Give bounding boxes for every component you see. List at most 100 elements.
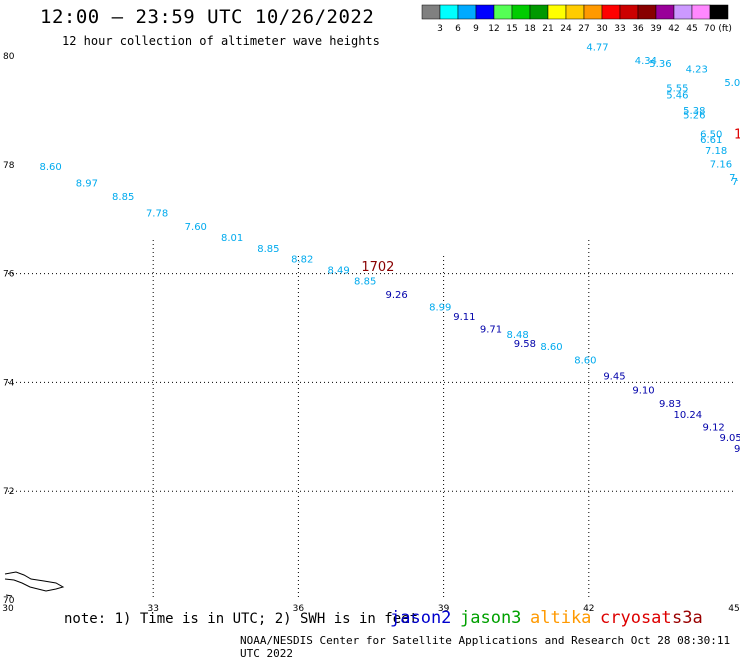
- data-label-jason3: 7.18: [705, 146, 727, 157]
- data-label-jason2: 9.05: [719, 433, 740, 444]
- colorbar-label: 18: [524, 24, 536, 34]
- colorbar-label: 36: [632, 24, 644, 34]
- data-label-jason2: 9.45: [603, 372, 625, 383]
- data-label-jason3: 8.85: [354, 276, 376, 287]
- x-tick-label: 36: [293, 604, 305, 614]
- colorbar-swatch: [619, 4, 639, 20]
- data-label-jason3: 5.55: [666, 83, 688, 94]
- colorbar-label: 21: [542, 24, 553, 34]
- data-label-jason3: 7.78: [146, 208, 168, 219]
- colorbar-swatch: [673, 4, 693, 20]
- colorbar-swatch: [493, 4, 513, 20]
- data-label-jason3: 5.0: [724, 78, 740, 89]
- colorbar-swatch: [637, 4, 657, 20]
- data-label-jason2: 10.24: [674, 410, 703, 421]
- data-label-jason3: 8.85: [112, 192, 134, 203]
- colorbar-label: 12: [488, 24, 499, 34]
- colorbar-label: 70 (ft): [704, 24, 732, 34]
- colorbar-swatch: [421, 4, 441, 20]
- x-tick-label: 33: [147, 604, 158, 614]
- data-label-jason3: 7.: [729, 173, 739, 184]
- colorbar-swatch: [601, 4, 621, 20]
- y-tick-label: 76: [3, 270, 15, 280]
- colorbar-swatch: [583, 4, 603, 20]
- data-label-jason3: 4.23: [686, 64, 708, 75]
- data-label-jason3: 5.38: [683, 106, 705, 117]
- data-label-s3a: 1702: [361, 260, 394, 275]
- colorbar-swatch: [511, 4, 531, 20]
- data-label-jason3: 8.97: [76, 179, 98, 190]
- data-label-jason3: 5.46: [666, 90, 688, 101]
- colorbar-label: 45: [686, 24, 697, 34]
- y-tick-label: 80: [3, 52, 15, 62]
- colorbar-label: 39: [650, 24, 662, 34]
- colorbar-label: 9: [473, 24, 479, 34]
- colorbar-label: 27: [578, 24, 589, 34]
- data-label-jason3: 8.48: [507, 330, 529, 341]
- data-label-jason3: 7.60: [185, 222, 207, 233]
- legend-jason2: jason2: [390, 608, 452, 628]
- data-label-jason3: 8.01: [221, 233, 243, 244]
- data-label-jason3: 8.60: [39, 162, 61, 173]
- data-label-jason3: 6.61: [700, 135, 722, 146]
- data-label-jason2: 9.83: [659, 399, 681, 410]
- data-label-jason2: 9.11: [453, 312, 475, 323]
- data-label-cryosat: 1: [734, 128, 740, 143]
- data-label-jason3: 8.99: [429, 303, 451, 314]
- data-label-jason3: 6.50: [700, 130, 722, 141]
- data-label-jason2: 9.71: [480, 324, 502, 335]
- grid: [8, 240, 734, 600]
- axis-labels: 30 33 36 39 42 45 70 72 74 76 78 80: [2, 52, 739, 614]
- data-label-jason3: 5.26: [683, 111, 705, 122]
- data-label-jason2: 9: [734, 444, 740, 455]
- x-tick-label: 39: [438, 604, 450, 614]
- colorbar-swatch: [529, 4, 549, 20]
- colorbar-label: 15: [506, 24, 517, 34]
- x-tick-label: 42: [583, 604, 594, 614]
- y-tick-label: 72: [3, 487, 14, 497]
- colorbar-swatch: [655, 4, 675, 20]
- data-label-jason3: 8.60: [574, 355, 596, 366]
- data-points: 8.60 8.97 8.85 7.78 7.60 8.01 8.85 8.82 8.49 8.85…: [39, 43, 740, 455]
- data-label-jason3: 7: [732, 177, 738, 188]
- colorbar: 3 6 9 12 15 18 21 24 27 30 33 36 39 42 45 70 (ft): [421, 4, 732, 34]
- colorbar-label: 6: [455, 24, 461, 34]
- colorbar-swatch: [457, 4, 477, 20]
- coastline: [4, 571, 65, 597]
- colorbar-label: 33: [614, 24, 625, 34]
- data-label-jason2: 9.12: [703, 422, 725, 433]
- colorbar-label: 42: [668, 24, 679, 34]
- colorbar-label: 30: [596, 24, 608, 34]
- data-label-jason3: 4.34: [635, 56, 657, 67]
- legend-jason3: jason3: [460, 608, 522, 628]
- colorbar-swatch: [439, 4, 459, 20]
- colorbar-label: 3: [437, 24, 443, 34]
- colorbar-swatch: [547, 4, 567, 20]
- data-label-jason2: 9.10: [632, 385, 654, 396]
- colorbar-swatch: [475, 4, 495, 20]
- colorbar-swatch: [709, 4, 729, 20]
- data-label-jason2: 9.58: [514, 339, 536, 350]
- colorbar-label: 24: [560, 24, 572, 34]
- data-label-jason3: 8.85: [257, 244, 279, 255]
- legend-altika: altika: [530, 608, 592, 628]
- chart-subtitle: 12 hour collection of altimeter wave hei…: [62, 34, 380, 48]
- x-tick-label: 30: [2, 604, 14, 614]
- y-tick-label: 70: [3, 596, 15, 606]
- legend-s3a: s3a: [672, 608, 703, 628]
- data-label-jason3: 8.82: [291, 255, 313, 266]
- data-label-jason3: 4.77: [586, 43, 608, 54]
- colorbar-swatch: [691, 4, 711, 20]
- colorbar-swatch: [565, 4, 585, 20]
- data-label-jason2: 9.26: [386, 290, 408, 301]
- data-label-jason3: 5.36: [649, 59, 671, 70]
- data-label-jason3: 8.60: [540, 342, 562, 353]
- data-label-jason3: 8.49: [327, 266, 349, 277]
- footer-credit: NOAA/NESDIS Center for Satellite Applica…: [240, 634, 731, 660]
- legend-cryosat: cryosat: [600, 608, 672, 628]
- data-label-jason3: 7.16: [710, 160, 732, 171]
- y-tick-label: 78: [3, 161, 15, 171]
- y-tick-label: 74: [3, 378, 15, 388]
- x-tick-label: 45: [728, 604, 739, 614]
